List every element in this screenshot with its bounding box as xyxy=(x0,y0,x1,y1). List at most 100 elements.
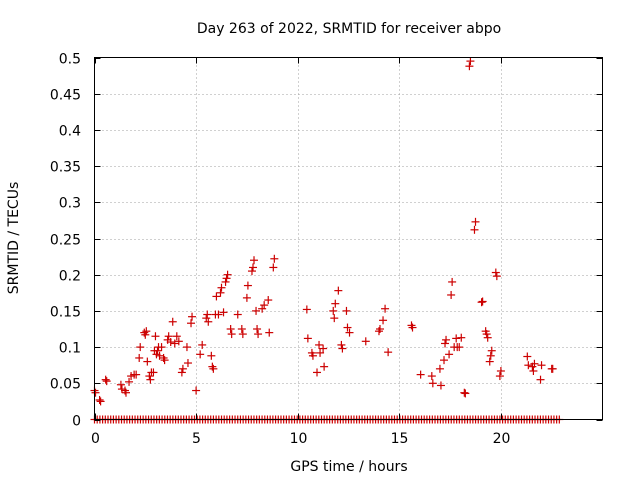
data-point xyxy=(143,357,152,366)
data-point xyxy=(375,325,384,333)
y-tick-label: 0.3 xyxy=(59,196,81,212)
data-point xyxy=(208,362,217,371)
data-point xyxy=(548,364,557,373)
data-point xyxy=(203,310,212,319)
data-point xyxy=(217,283,226,292)
data-point xyxy=(270,254,279,263)
data-point xyxy=(461,389,470,398)
data-point xyxy=(121,388,130,397)
y-tick-labels: 0 0.05 0.1 0.15 0.2 0.25 0.3 0.35 0.4 0.45 0.5 xyxy=(50,52,81,430)
data-point xyxy=(254,330,263,339)
x-axis-label: GPS time / hours xyxy=(290,459,407,475)
y-tick-label: 0 xyxy=(72,414,81,430)
data-point xyxy=(168,317,177,326)
data-point xyxy=(313,368,322,377)
data-point xyxy=(258,304,267,313)
data-point xyxy=(416,370,425,379)
data-point xyxy=(495,372,504,381)
data-point xyxy=(146,375,155,384)
data-point xyxy=(157,343,166,352)
data-point xyxy=(330,314,339,323)
data-point xyxy=(182,343,191,352)
data-point xyxy=(198,340,207,349)
data-point xyxy=(219,308,228,317)
data-point xyxy=(202,314,211,323)
data-point xyxy=(435,364,444,373)
data-point xyxy=(491,268,500,277)
data-point xyxy=(151,332,160,341)
data-point xyxy=(345,328,354,337)
data-point xyxy=(136,343,145,352)
y-tick-label: 0.5 xyxy=(59,52,81,68)
data-point xyxy=(483,333,492,342)
y-tick-label: 0.35 xyxy=(50,160,81,176)
data-point xyxy=(160,356,169,365)
data-point xyxy=(187,319,196,328)
data-point xyxy=(95,395,104,404)
data-point xyxy=(337,340,346,349)
x-tick-label: 20 xyxy=(493,431,511,447)
data-point xyxy=(223,270,232,279)
data-point xyxy=(408,323,417,332)
data-point xyxy=(209,364,218,373)
y-tick-label: 0.1 xyxy=(59,341,81,357)
data-point xyxy=(374,327,383,336)
data-point xyxy=(132,370,141,379)
data-point xyxy=(207,351,216,360)
data-point xyxy=(153,346,162,355)
data-point xyxy=(142,327,151,336)
data-point xyxy=(260,301,269,310)
x-tick-label: 15 xyxy=(391,431,409,447)
data-point xyxy=(204,317,213,326)
data-point xyxy=(125,377,134,386)
plot-frame xyxy=(94,57,603,420)
data-point xyxy=(252,306,261,315)
x-tick-label: 10 xyxy=(290,431,308,447)
data-point xyxy=(361,337,370,346)
y-tick-label: 0.05 xyxy=(50,377,81,393)
data-point xyxy=(316,348,325,357)
data-point xyxy=(315,340,324,349)
data-point xyxy=(183,359,192,368)
data-point xyxy=(178,364,187,373)
data-point xyxy=(441,339,450,348)
data-point xyxy=(242,293,251,302)
data-point xyxy=(485,357,494,366)
data-point xyxy=(166,338,175,347)
data-point xyxy=(170,339,179,348)
data-point xyxy=(381,304,390,313)
data-point xyxy=(530,359,539,368)
data-point xyxy=(214,310,223,319)
data-point xyxy=(222,274,231,283)
data-point xyxy=(338,344,347,353)
data-point xyxy=(523,352,532,361)
data-point xyxy=(250,256,259,265)
data-point xyxy=(101,375,110,384)
data-point xyxy=(536,375,545,384)
data-point xyxy=(457,333,466,342)
data-points xyxy=(90,57,564,424)
x-tick-label: 0 xyxy=(91,431,100,447)
data-point xyxy=(135,353,144,362)
data-point xyxy=(486,351,495,360)
data-point xyxy=(384,348,393,357)
axis-ticks xyxy=(94,57,603,421)
data-point xyxy=(302,305,311,314)
data-point xyxy=(471,217,480,226)
data-point xyxy=(248,263,257,272)
data-point xyxy=(102,377,111,386)
data-point xyxy=(445,350,454,359)
data-point xyxy=(172,332,181,341)
data-point xyxy=(331,299,340,308)
data-point xyxy=(155,351,164,360)
data-point xyxy=(216,288,225,297)
data-point xyxy=(149,368,158,377)
data-point xyxy=(440,356,449,365)
data-point xyxy=(243,281,252,290)
x-tick-label: 5 xyxy=(192,431,201,447)
data-point xyxy=(308,351,317,360)
data-point xyxy=(96,397,105,406)
data-point xyxy=(177,368,186,377)
data-point xyxy=(334,286,343,295)
